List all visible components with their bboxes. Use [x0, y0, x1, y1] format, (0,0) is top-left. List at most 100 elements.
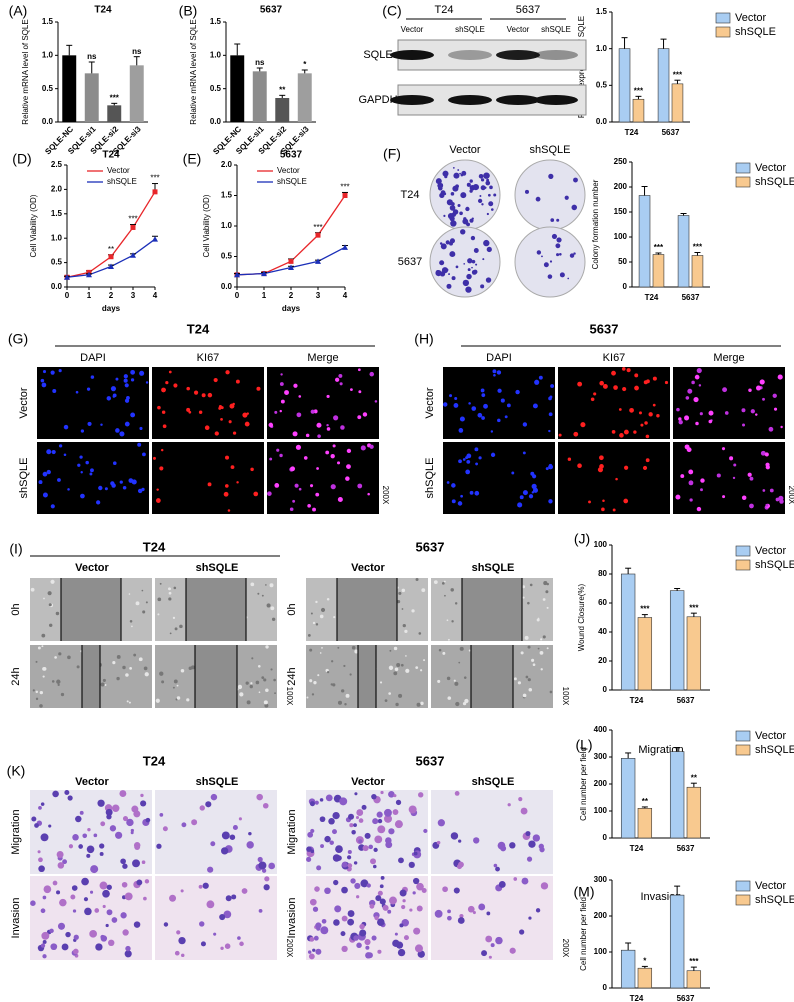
image-texture [454, 602, 458, 605]
image-texture [42, 492, 48, 498]
image-texture [490, 943, 495, 948]
image-texture [471, 406, 477, 411]
chart-title: 5637 [280, 150, 303, 161]
image-texture [442, 886, 448, 893]
image-texture [708, 410, 714, 416]
colony [449, 205, 456, 211]
image-texture [225, 895, 232, 902]
plate [429, 226, 501, 298]
panel-label: (D) [12, 151, 31, 167]
x-tick-label: 1 [262, 291, 267, 300]
image-texture [521, 877, 529, 885]
image-texture [379, 681, 383, 684]
image-texture [309, 679, 313, 683]
image-texture [57, 478, 61, 482]
y-tick-label: 1.0 [42, 50, 54, 59]
image-texture [79, 810, 84, 815]
image-texture [343, 664, 346, 668]
image-texture [393, 794, 397, 798]
plate [514, 226, 586, 298]
image-texture [54, 656, 57, 659]
group-title: T24 [143, 753, 166, 768]
image-texture [155, 698, 160, 703]
image-texture [48, 824, 52, 828]
micrograph [558, 367, 670, 439]
image-texture [338, 373, 343, 378]
legend-label: Vector [755, 880, 787, 892]
image-texture [186, 386, 190, 391]
image-texture [398, 693, 403, 698]
image-texture [162, 826, 168, 832]
image-texture [465, 469, 471, 475]
image-texture [210, 841, 216, 847]
image-texture [168, 370, 172, 374]
image-texture [522, 490, 528, 496]
image-texture [443, 402, 448, 407]
image-texture [115, 428, 120, 433]
image-texture [169, 894, 177, 902]
image-texture [125, 945, 131, 952]
bar [652, 254, 665, 288]
image-texture [525, 675, 529, 679]
significance: *** [313, 223, 322, 232]
x-tick-label: 2 [289, 291, 294, 300]
legend-label: Vector [755, 730, 787, 742]
image-texture [474, 447, 479, 452]
image-texture [333, 616, 336, 619]
image-texture [546, 606, 549, 609]
image-texture [298, 395, 302, 398]
image-texture [239, 941, 244, 947]
image-texture [384, 814, 393, 823]
image-texture [309, 648, 313, 652]
image-texture [256, 386, 261, 391]
image-texture [42, 666, 47, 671]
image-texture [358, 839, 363, 844]
image-texture [405, 668, 410, 673]
image-texture [688, 480, 694, 486]
image-texture [371, 793, 377, 800]
y-axis-label: Cell number per field [579, 897, 588, 971]
image-texture [321, 646, 323, 649]
marker [342, 244, 348, 250]
image-texture [348, 813, 355, 820]
y-tick-label: 300 [594, 875, 608, 884]
colony [548, 173, 554, 179]
image-texture [755, 413, 758, 416]
y-tick-label: 100 [594, 947, 608, 956]
image-texture [80, 429, 85, 433]
micrograph [673, 442, 785, 514]
image-texture [78, 844, 84, 849]
row-label: 24h [10, 667, 22, 685]
image-texture [532, 487, 539, 493]
image-texture [335, 377, 340, 382]
image-texture [759, 379, 765, 385]
panel-label: (I) [9, 541, 22, 557]
colony [465, 206, 470, 212]
image-texture [86, 853, 91, 858]
image-texture [310, 612, 313, 615]
image-texture [30, 900, 36, 906]
bar [686, 970, 702, 989]
image-texture [360, 445, 366, 451]
image-texture [129, 620, 133, 623]
y-tick-label: 0.0 [221, 282, 233, 291]
bar [129, 65, 144, 122]
image-texture [573, 431, 579, 437]
image-texture [320, 607, 326, 613]
image-texture [698, 384, 702, 387]
micrograph [155, 876, 277, 960]
image-texture [42, 370, 47, 374]
image-texture [540, 668, 543, 671]
image-texture [48, 603, 52, 607]
image-texture [593, 392, 597, 396]
image-texture [344, 703, 347, 706]
image-texture [777, 374, 783, 380]
image-texture [94, 908, 100, 913]
image-texture [139, 426, 143, 431]
image-texture [380, 876, 385, 880]
image-texture [255, 680, 260, 685]
lane-label: Vector [401, 25, 424, 34]
image-texture [129, 666, 132, 670]
significance: * [643, 957, 647, 966]
image-texture [459, 416, 465, 422]
